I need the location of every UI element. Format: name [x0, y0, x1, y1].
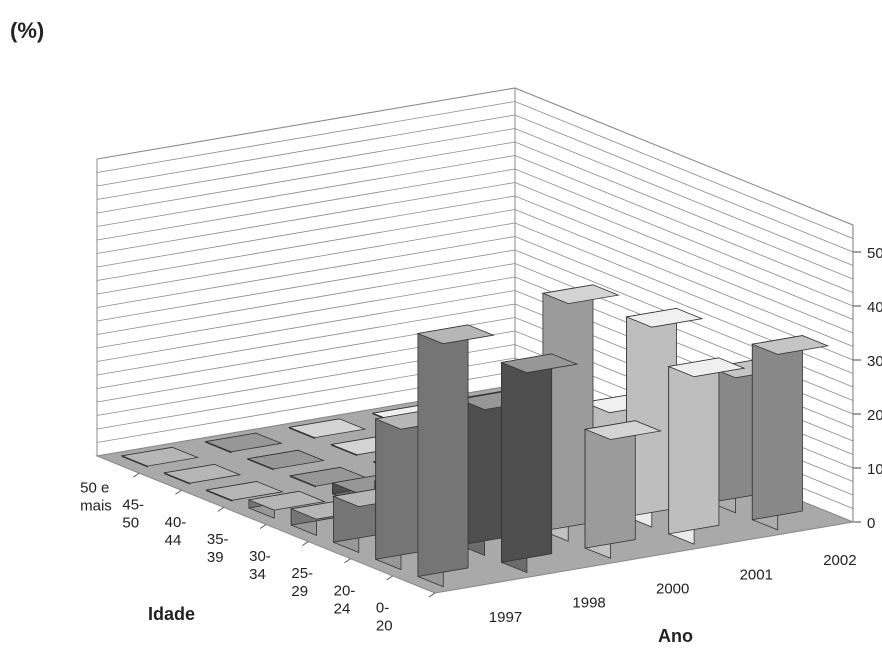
x-tick-label-line: 44 [165, 532, 182, 549]
bar-1997-5 [205, 481, 284, 502]
x-tick-label-line: 20 [376, 617, 393, 634]
y-tick-label: 40 [867, 299, 882, 316]
gridline [96, 168, 854, 307]
gridline [96, 141, 854, 280]
bar-top [162, 463, 242, 484]
bar-1998-7 [204, 432, 283, 454]
x-tick-label: 0-20 [376, 599, 393, 634]
bar-top [120, 446, 200, 467]
bar-1997-7 [120, 446, 200, 468]
x-tick-mark [301, 541, 309, 547]
x-tick-mark [175, 489, 182, 495]
x-tick-label-line: 40- [165, 514, 187, 531]
bar-side [501, 353, 553, 563]
y-unit-label: (%) [10, 18, 44, 43]
chart-bars [120, 284, 830, 588]
bar-side [751, 335, 803, 521]
x-tick-mark [217, 506, 225, 512]
x-tick-mark [386, 575, 394, 581]
bar-side [417, 324, 469, 577]
x-tick-label-line: 35- [207, 531, 229, 548]
y-tick-label: 20 [867, 407, 882, 424]
z-tick-label: 1998 [572, 595, 605, 612]
x-tick-label: 50 e mais [80, 480, 112, 515]
x-tick-label-line: 50 [122, 515, 139, 532]
gridline [96, 182, 854, 320]
x-tick-label-line: 24 [334, 600, 351, 617]
y-tick-label: 30 [867, 353, 882, 370]
x-tick-label-line: 45- [122, 497, 144, 514]
chart-labels: (%) Idade Ano 010203040500-2020-2425-293… [10, 18, 882, 646]
bar-2000-0 [583, 420, 663, 559]
z-tick-label: 2002 [823, 552, 856, 569]
z-tick-label: 1997 [489, 609, 522, 626]
bar-top [667, 357, 746, 378]
bar-top [204, 432, 283, 453]
bar-2002-0 [750, 335, 830, 531]
x-tick-mark [428, 592, 436, 598]
gridline [96, 236, 854, 374]
bar-1997-1 [374, 409, 453, 571]
gridline [96, 195, 854, 334]
x-tick-label-line: 25- [291, 565, 313, 582]
x-tick-label-line: 39 [207, 549, 224, 566]
x-tick-mark [132, 472, 140, 478]
x-tick-label-line: mais [80, 498, 112, 515]
bar-2000-7 [287, 418, 367, 440]
bar-2001-0 [667, 357, 746, 545]
z-axis-title: Ano [658, 626, 693, 646]
gridline [96, 249, 854, 388]
gridline [96, 222, 854, 361]
bar-1998-0 [500, 353, 579, 574]
x-tick-label: 20-24 [334, 582, 356, 617]
bar-top [583, 420, 663, 440]
gridline [96, 155, 854, 293]
x-tick-label: 30-34 [249, 548, 271, 583]
gridline [96, 101, 854, 239]
gridline [96, 114, 854, 253]
bar-1997-0 [416, 324, 495, 588]
x-tick-label: 45-50 [122, 497, 144, 532]
y-tick-label: 50 [867, 245, 882, 262]
x-tick-label: 25-29 [291, 565, 313, 600]
x-tick-label-line: 34 [249, 566, 266, 583]
x-tick-label-line: 0- [376, 599, 389, 616]
bar-top [500, 353, 579, 374]
bar-1997-6 [162, 463, 242, 485]
bar-side [668, 357, 720, 535]
gridline [96, 209, 854, 347]
z-tick-label: 2001 [740, 566, 773, 583]
bar-top [750, 335, 830, 355]
bar-1997-4 [247, 490, 326, 519]
x-axis-title: Idade [148, 604, 195, 624]
x-tick-label-line: 30- [249, 548, 271, 565]
x-tick-label-line: 50 e [80, 480, 109, 497]
x-tick-label-line: 20- [334, 582, 356, 599]
bar-top [287, 418, 367, 439]
bar-top [541, 284, 620, 305]
bar-1998-6 [246, 449, 325, 471]
x-tick-mark [259, 524, 267, 529]
x-tick-label: 40-44 [165, 514, 187, 549]
y-tick-label: 0 [867, 515, 875, 532]
bar-top [247, 490, 326, 511]
bar-top [416, 324, 495, 345]
bar-top [205, 481, 284, 501]
gridline [96, 263, 854, 401]
x-tick-mark [344, 558, 351, 564]
z-tick-label: 2000 [656, 581, 689, 598]
bar-top [625, 307, 704, 328]
bar-top [246, 449, 325, 470]
y-tick-label: 10 [867, 461, 882, 478]
x-tick-label-line: 29 [291, 583, 308, 600]
gridline [96, 87, 854, 226]
gridline [96, 128, 854, 266]
x-tick-label: 35-39 [207, 531, 229, 566]
